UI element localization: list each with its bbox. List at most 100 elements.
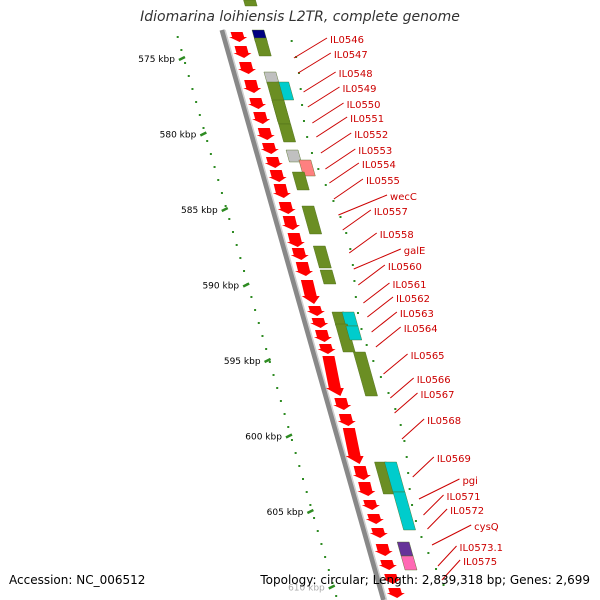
label-leader <box>371 311 398 333</box>
cds-arrow <box>256 128 275 140</box>
cds-arrow <box>264 157 283 168</box>
scale-tick-mark <box>178 55 186 62</box>
gc-dot <box>332 200 335 202</box>
gene-label: IL0555 <box>366 176 400 187</box>
cds-arrow <box>286 233 305 247</box>
label-leader <box>320 132 352 154</box>
gc-dot <box>372 360 375 362</box>
gc-dot <box>231 231 234 233</box>
cds-arrow <box>386 588 405 598</box>
gc-dot <box>306 136 309 138</box>
cds-arrow <box>337 414 356 426</box>
cog-block <box>400 555 418 571</box>
label-leader <box>375 326 402 348</box>
gc-dot <box>408 488 411 490</box>
gc-dot <box>353 280 356 282</box>
gc-dot <box>228 218 231 220</box>
cog-block <box>319 269 337 285</box>
gc-dot <box>327 569 330 571</box>
cds-arrow <box>290 248 309 260</box>
cds-arrow <box>382 574 401 584</box>
cds-arrow <box>260 143 279 154</box>
genome-backbone <box>219 29 388 600</box>
gene-label: IL0560 <box>388 262 422 273</box>
gc-dot <box>209 153 212 155</box>
gc-dot <box>324 556 327 558</box>
cds-arrow <box>361 500 380 510</box>
cog-block <box>312 245 332 269</box>
gc-dot <box>310 152 313 154</box>
gc-dot <box>435 568 438 570</box>
gc-dot <box>317 168 320 170</box>
gene-label: IL0568 <box>427 416 461 427</box>
gc-dot <box>176 36 179 38</box>
label-leader <box>297 52 332 74</box>
cds-arrow <box>333 398 352 410</box>
gc-dot <box>403 440 406 442</box>
gc-dot <box>313 517 316 519</box>
cog-block <box>345 325 363 341</box>
label-leader <box>329 162 360 184</box>
gc-dot <box>217 179 220 181</box>
gene-label: IL0549 <box>342 84 376 95</box>
gc-dot <box>339 216 342 218</box>
gene-label: IL0554 <box>362 160 396 171</box>
gc-dot <box>254 309 257 311</box>
scale-tick-label: 610 kbp <box>288 584 325 594</box>
gc-dot <box>268 361 271 363</box>
gene-label: IL0553 <box>358 146 392 157</box>
gene-label: IL0572 <box>450 506 484 517</box>
gc-dot <box>379 376 382 378</box>
label-leader <box>390 377 415 399</box>
gc-dot <box>411 504 414 506</box>
gc-dot <box>294 452 297 454</box>
cds-arrows <box>229 32 405 598</box>
gene-label: IL0573.1 <box>460 543 504 554</box>
map-title: Idiomarina loihiensis L2TR, complete gen… <box>140 9 460 25</box>
label-leader <box>312 102 344 124</box>
scale-tick-mark <box>306 508 314 515</box>
cds-arrow <box>252 112 271 124</box>
cog-block <box>396 541 414 557</box>
scale-tick-label: 595 kbp <box>224 357 261 367</box>
scale-tick-mark <box>263 357 272 364</box>
gc-dot <box>316 530 319 532</box>
gc-dot <box>283 413 286 415</box>
cds-arrow <box>243 80 262 93</box>
gc-dot <box>257 322 260 324</box>
gene-label: IL0571 <box>447 492 481 503</box>
gene-label: IL0547 <box>334 50 368 61</box>
gc-dot <box>276 387 279 389</box>
gene-label: IL0566 <box>417 375 451 386</box>
label-leader <box>431 524 472 546</box>
gc-dot <box>387 392 390 394</box>
cds-arrow <box>268 170 287 182</box>
gc-dot <box>351 264 354 266</box>
gene-label: IL0552 <box>354 130 388 141</box>
cds-arrow <box>229 32 248 42</box>
gc-dot <box>335 595 338 597</box>
gc-dot <box>405 456 408 458</box>
label-leader <box>423 494 444 516</box>
gc-dot <box>302 478 305 480</box>
cog-block <box>291 171 310 191</box>
gene-label: IL0550 <box>347 100 381 111</box>
backbone-line <box>219 29 387 600</box>
gc-dot <box>220 192 223 194</box>
gene-label: IL0558 <box>380 230 414 241</box>
cog-blocks <box>243 0 418 571</box>
accession-text: Accession: NC_006512 <box>9 573 146 587</box>
label-leader <box>418 478 460 500</box>
cds-arrow <box>306 306 325 316</box>
gc-dot <box>198 114 201 116</box>
label-leader <box>316 116 348 138</box>
gc-dot <box>202 127 205 129</box>
gc-dot <box>265 348 268 350</box>
gc-dot <box>442 584 445 586</box>
gc-dot <box>191 88 194 90</box>
gc-skew-dots <box>176 36 445 597</box>
gene-label: IL0546 <box>330 35 364 46</box>
gc-dot <box>365 344 368 346</box>
gene-label: IL0569 <box>437 454 471 465</box>
